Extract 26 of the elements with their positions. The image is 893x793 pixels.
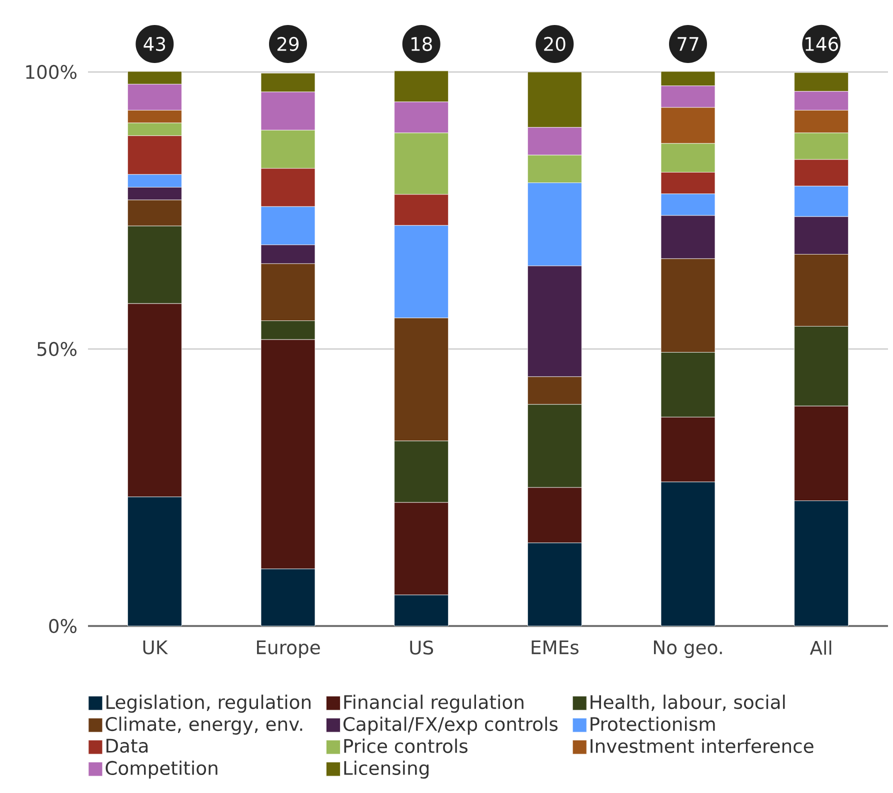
legend-label: Legislation, regulation [106,694,310,713]
x-tick-label: All [810,640,832,655]
legend-label: Licensing [344,760,429,779]
legend-label: Health, labour, social [590,694,785,712]
text: 20 [544,36,566,52]
text: 77 [678,37,698,51]
x-tick-label: No geo. [654,640,722,658]
x-tick-label: EMEs [532,640,578,654]
y-tick-label: 50% [37,342,76,356]
legend-label: Climate, energy, env. [106,716,302,735]
text: 29 [277,36,299,52]
text: 146 [806,36,838,52]
text: 18 [412,36,432,52]
legend-label: Investment interference [590,738,814,754]
text: 43 [144,36,166,52]
legend-label: Protectionism [590,716,715,732]
y-tick-label: 0% [49,618,76,634]
legend-label: Capital/FX/exp controls [343,716,558,735]
legend-label: Data [106,738,148,753]
legend-label: Price controls [344,738,468,754]
x-tick-label: UK [143,640,168,654]
legend-label: Financial regulation [344,694,524,713]
legend-label: Competition [106,760,218,779]
x-tick-label: US [410,640,434,655]
x-tick-label: Europe [257,640,320,658]
y-tick-label: 100% [26,64,76,80]
